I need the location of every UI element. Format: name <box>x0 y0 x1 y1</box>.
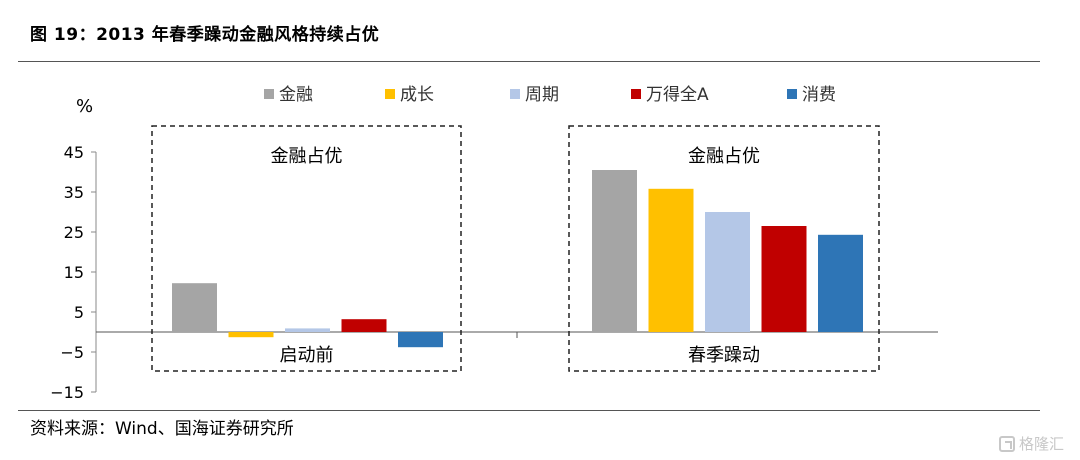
legend-swatch <box>264 89 274 99</box>
bar <box>341 319 387 332</box>
y-tick-label: 35 <box>64 183 84 202</box>
top-rule <box>18 61 1040 62</box>
annotation-box <box>568 125 880 372</box>
y-tick-label: 25 <box>64 223 84 242</box>
legend-swatch <box>510 89 520 99</box>
x-category-label: 启动前 <box>280 345 334 366</box>
watermark-text: 格隆汇 <box>1018 435 1064 453</box>
bar <box>228 332 274 338</box>
bar <box>172 283 217 332</box>
watermark: 格隆汇 <box>998 433 1064 454</box>
bar <box>398 332 443 348</box>
legend-label: 金融 <box>279 85 313 105</box>
bar <box>285 328 330 332</box>
legend-label: 消费 <box>802 85 836 105</box>
y-tick-label: −5 <box>60 343 84 362</box>
legend-label: 成长 <box>400 85 434 105</box>
annotation-box <box>151 125 462 372</box>
annotation-label: 金融占优 <box>271 146 343 167</box>
legend-swatch <box>631 89 641 99</box>
y-tick-label: 15 <box>64 263 84 282</box>
x-category-label: 春季躁动 <box>688 345 760 366</box>
bar <box>648 188 694 332</box>
bottom-rule <box>18 410 1040 411</box>
y-tick-label: 5 <box>74 303 84 322</box>
source-note: 资料来源：Wind、国海证券研究所 <box>30 419 294 439</box>
watermark-logo-icon <box>998 435 1015 452</box>
bar <box>761 226 807 332</box>
legend-swatch <box>385 89 395 99</box>
figure-title: 图 19：2013 年春季躁动金融风格持续占优 <box>30 25 380 45</box>
bar <box>705 212 750 332</box>
legend-swatch <box>787 89 797 99</box>
y-tick-label: −15 <box>50 383 84 402</box>
y-axis-unit: % <box>76 96 93 117</box>
bar <box>818 234 863 332</box>
y-tick-label: 45 <box>64 143 84 162</box>
bar <box>592 170 637 332</box>
legend-label: 万得全A <box>646 85 709 105</box>
annotation-label: 金融占优 <box>688 146 760 167</box>
legend-label: 周期 <box>525 85 559 105</box>
